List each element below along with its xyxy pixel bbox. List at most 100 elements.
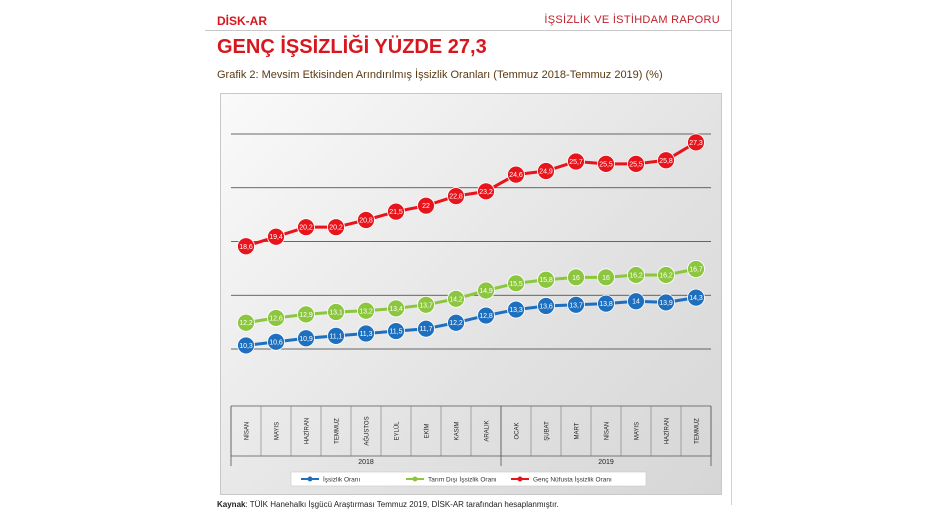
category-tick-label: NİSAN — [244, 422, 251, 440]
data-label: 10,6 — [269, 339, 283, 346]
data-label: 16 — [602, 275, 610, 282]
category-tick-label: OCAK — [515, 422, 521, 439]
data-point — [687, 288, 705, 307]
data-label: 15,8 — [539, 277, 553, 284]
data-label: 22,8 — [449, 194, 463, 201]
category-tick-label: TEMMUZ — [695, 418, 701, 444]
data-point — [267, 309, 285, 327]
data-label: 13,2 — [359, 308, 373, 315]
data-point — [477, 306, 495, 325]
data-label: 24,6 — [509, 172, 523, 179]
data-point — [657, 266, 675, 284]
data-label: 15,5 — [509, 281, 523, 288]
data-point — [477, 182, 495, 201]
data-label: 13,7 — [419, 302, 433, 309]
chart-area: 2018 2019 NİSAN MAYIS HAZİRAN TEMMUZ AĞUSTOS EY… — [220, 93, 722, 495]
category-tick-label: KASIM — [455, 422, 461, 441]
data-point — [597, 294, 615, 313]
data-label: 12,2 — [449, 320, 463, 327]
data-label: 11,7 — [419, 326, 432, 333]
data-point — [297, 305, 315, 324]
data-label: 16,2 — [629, 272, 643, 279]
source-text: : TÜİK Hanehalkı İşgücü Araştırması Temm… — [245, 500, 559, 509]
data-point — [537, 270, 555, 289]
data-label: 11,3 — [359, 331, 372, 338]
data-point — [327, 303, 345, 321]
legend-box — [290, 471, 647, 487]
data-point — [387, 322, 405, 340]
data-label: 13,4 — [389, 306, 403, 313]
data-label: 13,9 — [659, 300, 673, 307]
data-point — [357, 324, 375, 343]
group-label: 2018 — [358, 459, 374, 466]
data-point — [627, 292, 645, 311]
data-point — [357, 301, 375, 320]
data-label: 25,5 — [599, 161, 613, 168]
data-point — [417, 196, 435, 215]
data-label: 23,2 — [479, 189, 493, 196]
data-label: 21,5 — [389, 209, 403, 216]
category-tick-label: HAZİRAN — [664, 418, 671, 444]
legend-swatch-marker — [307, 476, 313, 482]
data-label: 19,4 — [269, 234, 283, 241]
legend-label: Tarım Dışı İşsizlik Oranı — [428, 475, 497, 484]
category-tick-label: EYLÜL — [394, 421, 401, 441]
data-point — [417, 319, 435, 338]
data-label: 25,8 — [659, 158, 673, 165]
data-label: 12,9 — [299, 312, 313, 319]
category-tick-label: HAZİRAN — [304, 418, 311, 444]
data-label: 18,6 — [239, 244, 253, 251]
source-label: Kaynak — [217, 500, 246, 509]
data-point — [327, 218, 345, 237]
chart-subtitle: Grafik 2: Mevsim Etkisinden Arındırılmış… — [217, 69, 663, 81]
data-point — [597, 154, 615, 173]
category-tick-label: NİSAN — [604, 422, 611, 440]
series-line — [245, 141, 697, 248]
data-point — [447, 187, 465, 206]
data-label: 12,8 — [479, 313, 493, 320]
data-point — [627, 266, 645, 284]
data-label: 14,9 — [479, 288, 493, 295]
data-label: 14,3 — [689, 295, 703, 302]
data-label: 14 — [632, 299, 640, 306]
category-tick-label: AĞUSTOS — [364, 416, 371, 445]
group-label: 2019 — [598, 459, 614, 466]
data-point — [327, 326, 345, 345]
category-tick-label: EKİM — [424, 424, 431, 439]
org-name: DİSK-AR — [217, 14, 267, 28]
legend-swatch-marker — [412, 476, 418, 482]
category-tick-label: MAYIS — [275, 422, 281, 440]
data-point — [357, 211, 375, 229]
category-tick-label: MART — [575, 422, 581, 439]
source-note: Kaynak: TÜİK Hanehalkı İşgücü Araştırmas… — [217, 500, 559, 509]
data-label: 13,7 — [569, 302, 583, 309]
data-point — [267, 227, 285, 246]
data-point — [297, 329, 315, 348]
data-point — [477, 281, 495, 300]
data-point — [297, 218, 315, 237]
category-tick-label: TEMMUZ — [335, 418, 341, 444]
data-label: 25,5 — [629, 161, 643, 168]
data-point — [567, 295, 585, 314]
data-point — [237, 313, 255, 332]
data-label: 25,7 — [569, 159, 583, 166]
data-point — [237, 336, 255, 355]
data-label: 16 — [572, 275, 580, 282]
data-point — [417, 295, 435, 314]
category-tick-label: ARALIK — [485, 420, 491, 441]
data-point — [267, 332, 285, 351]
data-point — [447, 313, 465, 332]
data-point — [597, 268, 615, 287]
data-label: 20,8 — [359, 218, 373, 225]
series-line — [245, 267, 697, 325]
page-title: GENÇ İŞSİZLİĞİ YÜZDE 27,3 — [217, 36, 487, 58]
data-point — [567, 152, 585, 171]
data-label: 14,2 — [449, 296, 463, 303]
data-point — [657, 151, 675, 170]
report-name: İŞSİZLİK VE İSTİHDAM RAPORU — [544, 14, 720, 26]
data-label: 12,6 — [269, 315, 283, 322]
legend-label: Genç Nüfusta İşsizlik Oranı — [533, 475, 612, 484]
data-label: 10,3 — [239, 343, 253, 350]
data-label: 13,8 — [599, 301, 613, 308]
data-point — [447, 289, 465, 308]
